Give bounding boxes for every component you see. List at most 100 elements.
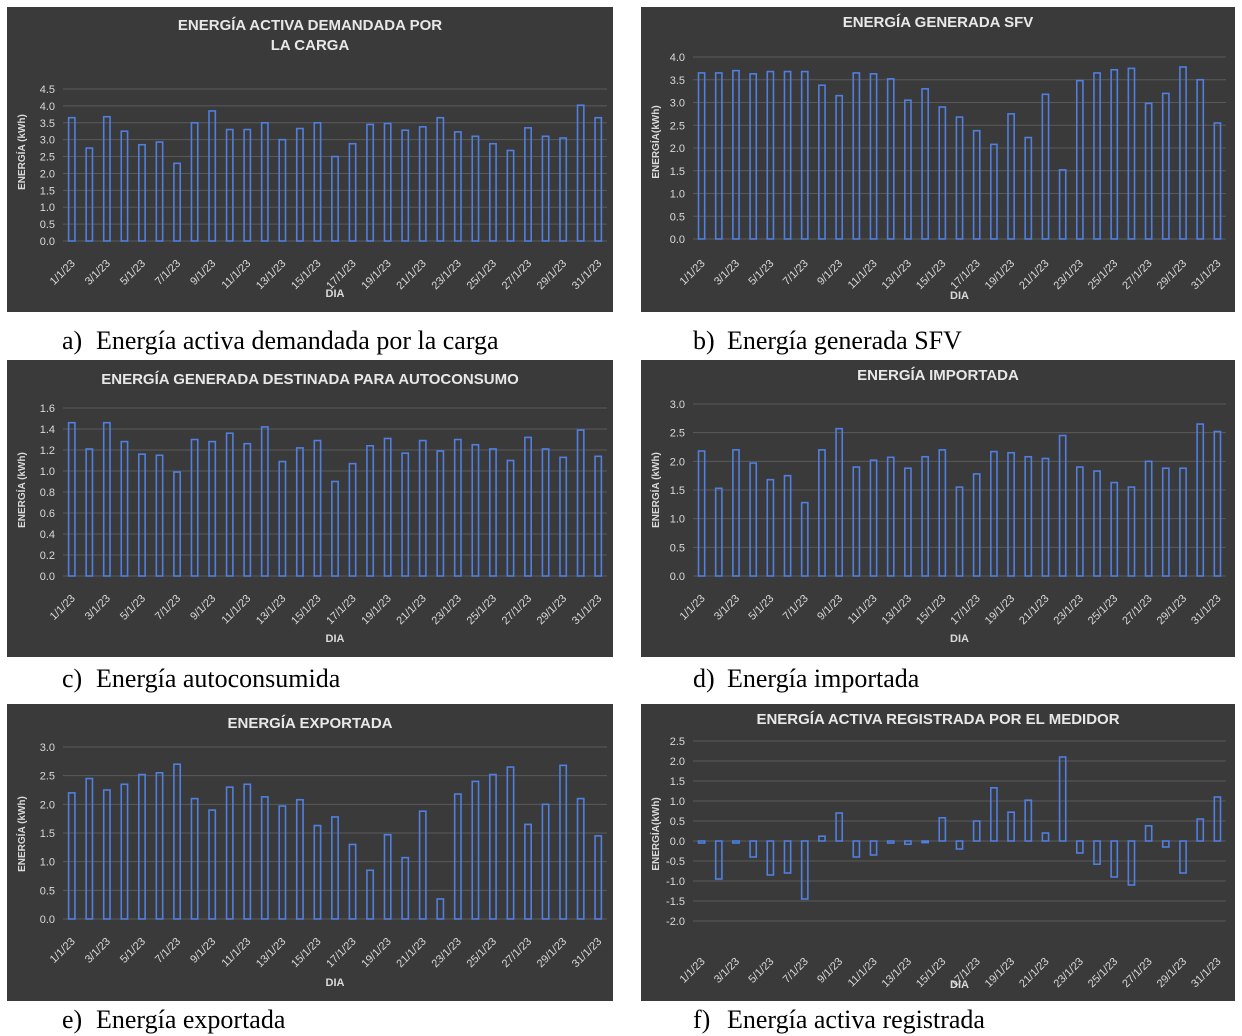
bar: [714, 840, 723, 880]
bar: [102, 115, 111, 242]
bar: [506, 149, 515, 242]
bar: [208, 809, 217, 920]
bar: [835, 94, 844, 240]
x-tick-label: 21/1/23: [1017, 956, 1051, 990]
bar: [1024, 455, 1033, 577]
x-tick-label: 19/1/23: [983, 593, 1017, 627]
x-tick-label: 9/1/23: [815, 258, 845, 288]
x-tick-label: 1/1/23: [48, 593, 78, 623]
caption-letter: e): [62, 1005, 83, 1034]
x-tick-label: 27/1/23: [500, 936, 534, 970]
bar: [1110, 481, 1119, 577]
bar: [1179, 840, 1187, 874]
bar: [278, 138, 287, 242]
bar: [576, 104, 585, 242]
bar: [488, 448, 497, 577]
y-tick-label: 4.0: [40, 101, 55, 113]
x-tick-label: 17/1/23: [324, 258, 358, 292]
x-tick-label: 15/1/23: [914, 593, 948, 627]
x-tick-label: 11/1/23: [220, 936, 254, 970]
bar: [260, 121, 269, 242]
y-tick-label: 0.5: [40, 885, 55, 897]
y-tick-label: 3.0: [670, 98, 685, 110]
x-tick-label: 5/1/23: [746, 593, 776, 623]
bar: [886, 78, 895, 240]
bar: [1041, 832, 1050, 842]
x-tick-label: 17/1/23: [948, 593, 982, 627]
caption-d: d) Energía importada: [693, 666, 919, 692]
x-tick-label: 7/1/23: [153, 258, 183, 288]
y-tick-label: 1.6: [40, 403, 55, 415]
bar: [972, 473, 981, 577]
bar: [766, 70, 775, 240]
bar: [1041, 457, 1050, 577]
x-tick-label: 17/1/23: [948, 258, 982, 292]
bar: [366, 445, 375, 577]
x-tick-label: 29/1/23: [1155, 956, 1189, 990]
bar: [1075, 840, 1084, 854]
y-tick-label: 2.5: [40, 152, 55, 164]
x-tick-label: 27/1/23: [1120, 258, 1154, 292]
bar: [383, 122, 392, 242]
x-tick-label: 27/1/23: [1120, 593, 1154, 627]
bar: [1196, 78, 1205, 240]
bar: [331, 155, 339, 242]
bar: [714, 487, 723, 577]
x-tick-label: 11/1/23: [220, 258, 254, 292]
y-tick-label: 0.0: [40, 914, 55, 926]
caption-f: f) Energía activa registrada: [693, 1007, 985, 1033]
x-tick-label: 29/1/23: [535, 936, 569, 970]
x-tick-label: 7/1/23: [781, 593, 811, 623]
y-tick-label: 1.5: [670, 485, 685, 497]
y-tick-label: -1.5: [666, 896, 685, 908]
caption-text: Energía autoconsumida: [96, 664, 341, 693]
bar: [208, 440, 217, 577]
x-tick-label: 31/1/23: [570, 593, 604, 627]
bar: [835, 427, 844, 577]
bar: [972, 129, 981, 240]
x-tick-label: 13/1/23: [880, 956, 914, 990]
x-tick-label: 3/1/23: [712, 258, 742, 288]
bar: [559, 764, 568, 920]
bar: [904, 467, 912, 577]
bar: [955, 486, 964, 577]
x-tick-label: 23/1/23: [430, 258, 464, 292]
x-tick-label: 21/1/23: [394, 593, 428, 627]
y-tick-label: -0.5: [666, 856, 685, 868]
bar: [955, 116, 964, 240]
bar: [436, 898, 445, 920]
bar: [783, 70, 792, 240]
bar: [102, 421, 111, 577]
y-tick-label: 3.5: [670, 75, 685, 87]
x-tick-label: 7/1/23: [781, 258, 811, 288]
y-axis-label: ENERGÍA (kWh): [649, 452, 662, 528]
x-tick-label: 25/1/23: [1086, 593, 1120, 627]
y-axis-label: ENERGÍA (kWh): [15, 452, 28, 528]
bar: [869, 459, 878, 577]
x-axis-label: DIA: [950, 979, 969, 991]
y-tick-label: 1.0: [40, 857, 55, 869]
bar: [190, 121, 199, 242]
bar: [348, 843, 357, 920]
bar: [800, 70, 809, 240]
x-tick-label: 1/1/23: [678, 258, 708, 288]
y-tick-label: 1.0: [40, 202, 55, 214]
y-tick-label: 1.0: [670, 189, 685, 201]
y-tick-label: -1.0: [666, 876, 685, 888]
bar: [295, 447, 304, 577]
bar: [1110, 840, 1119, 878]
chart-title: LA CARGA: [271, 37, 350, 54]
y-tick-label: 0.2: [40, 550, 55, 562]
bar: [67, 421, 76, 577]
y-tick-label: 0.0: [670, 836, 685, 848]
y-tick-label: 2.5: [670, 428, 685, 440]
bar: [243, 442, 252, 577]
y-tick-label: 0.0: [670, 571, 685, 583]
y-tick-label: 1.2: [40, 445, 55, 457]
bar: [955, 840, 964, 850]
chart-panel-e: 0.0 0.5 1.0 1.5 2.0 2.5 3.0 1/1/23 3/1/23 5/1/23 7…: [7, 704, 613, 1001]
x-tick-label: 13/1/23: [254, 936, 288, 970]
bar: [904, 840, 912, 845]
x-tick-label: 27/1/23: [500, 593, 534, 627]
x-tick-label: 21/1/23: [1017, 593, 1051, 627]
